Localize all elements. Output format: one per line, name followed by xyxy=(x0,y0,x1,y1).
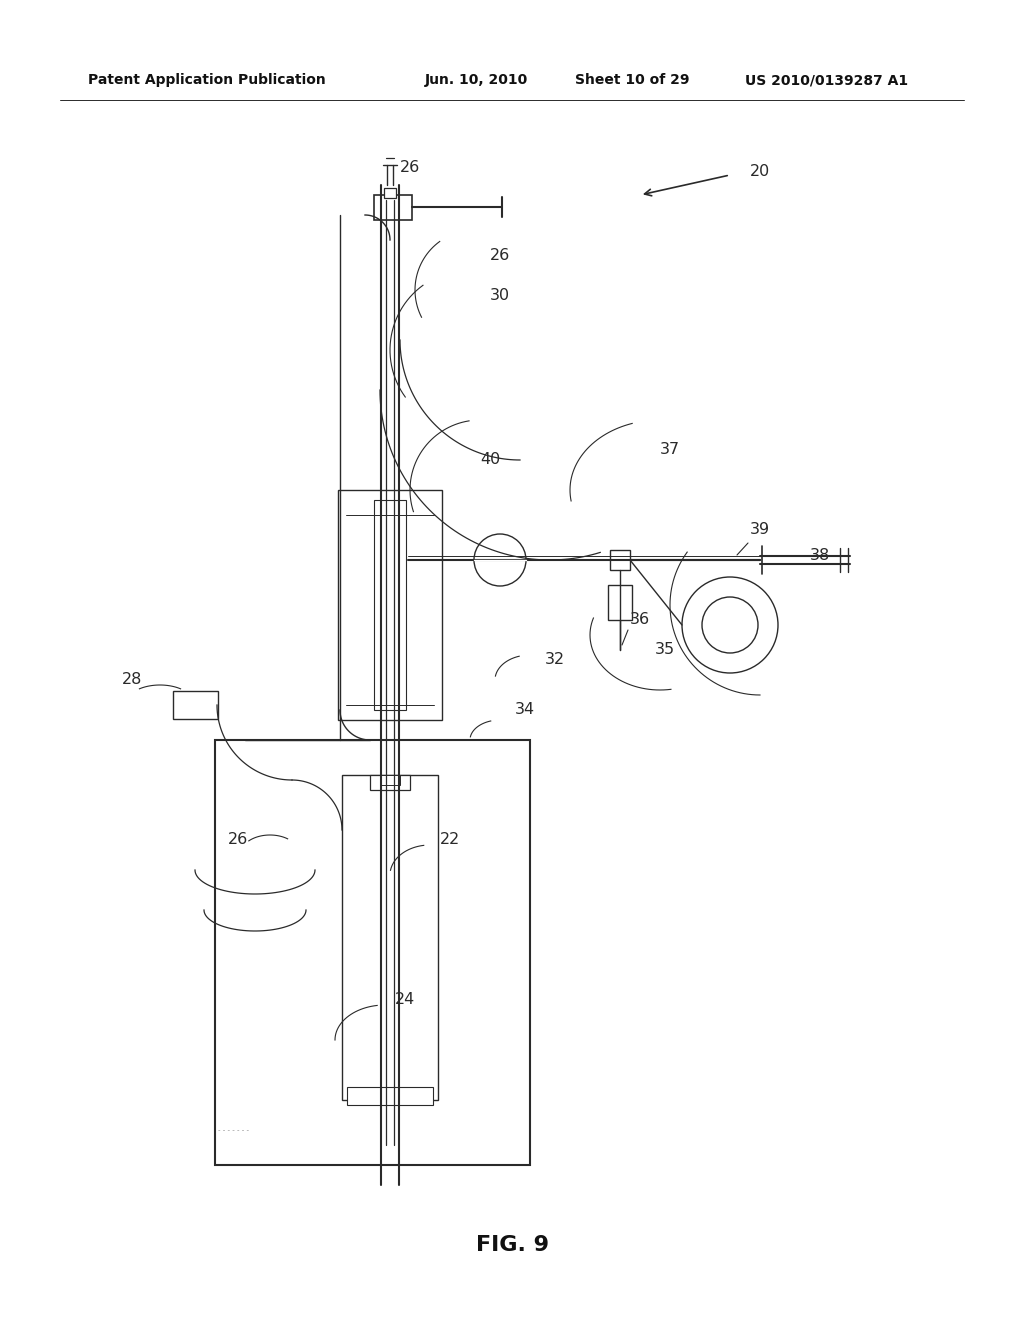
Bar xyxy=(374,195,412,220)
Text: 38: 38 xyxy=(810,548,830,562)
Text: US 2010/0139287 A1: US 2010/0139287 A1 xyxy=(745,73,908,87)
Text: 26: 26 xyxy=(400,161,420,176)
Text: 35: 35 xyxy=(655,643,675,657)
Text: Jun. 10, 2010: Jun. 10, 2010 xyxy=(425,73,528,87)
Text: 20: 20 xyxy=(750,165,770,180)
Text: 39: 39 xyxy=(750,523,770,537)
Text: 34: 34 xyxy=(515,702,536,718)
Text: 37: 37 xyxy=(660,442,680,458)
Text: 30: 30 xyxy=(490,288,510,302)
Circle shape xyxy=(702,597,758,653)
Bar xyxy=(384,187,396,198)
Text: Sheet 10 of 29: Sheet 10 of 29 xyxy=(575,73,689,87)
Bar xyxy=(338,490,442,719)
Text: 36: 36 xyxy=(630,612,650,627)
Bar xyxy=(173,690,218,719)
Bar xyxy=(608,585,632,620)
Bar xyxy=(380,775,400,785)
Bar xyxy=(370,775,410,789)
Text: 26: 26 xyxy=(228,833,248,847)
Text: 24: 24 xyxy=(395,993,416,1007)
Text: 28: 28 xyxy=(122,672,142,688)
Text: FIG. 9: FIG. 9 xyxy=(475,1236,549,1255)
Circle shape xyxy=(474,535,526,586)
Bar xyxy=(382,544,398,576)
Text: 32: 32 xyxy=(545,652,565,668)
Text: Patent Application Publication: Patent Application Publication xyxy=(88,73,326,87)
Text: 22: 22 xyxy=(440,833,460,847)
Bar xyxy=(215,741,530,1166)
Bar xyxy=(374,500,406,710)
Bar xyxy=(610,550,630,570)
Text: 26: 26 xyxy=(490,248,510,263)
Text: - - - - - - -: - - - - - - - xyxy=(218,1127,249,1133)
Circle shape xyxy=(682,577,778,673)
Bar xyxy=(347,1086,433,1105)
Text: 40: 40 xyxy=(480,453,501,467)
Bar xyxy=(372,540,408,579)
Bar xyxy=(342,775,438,1100)
